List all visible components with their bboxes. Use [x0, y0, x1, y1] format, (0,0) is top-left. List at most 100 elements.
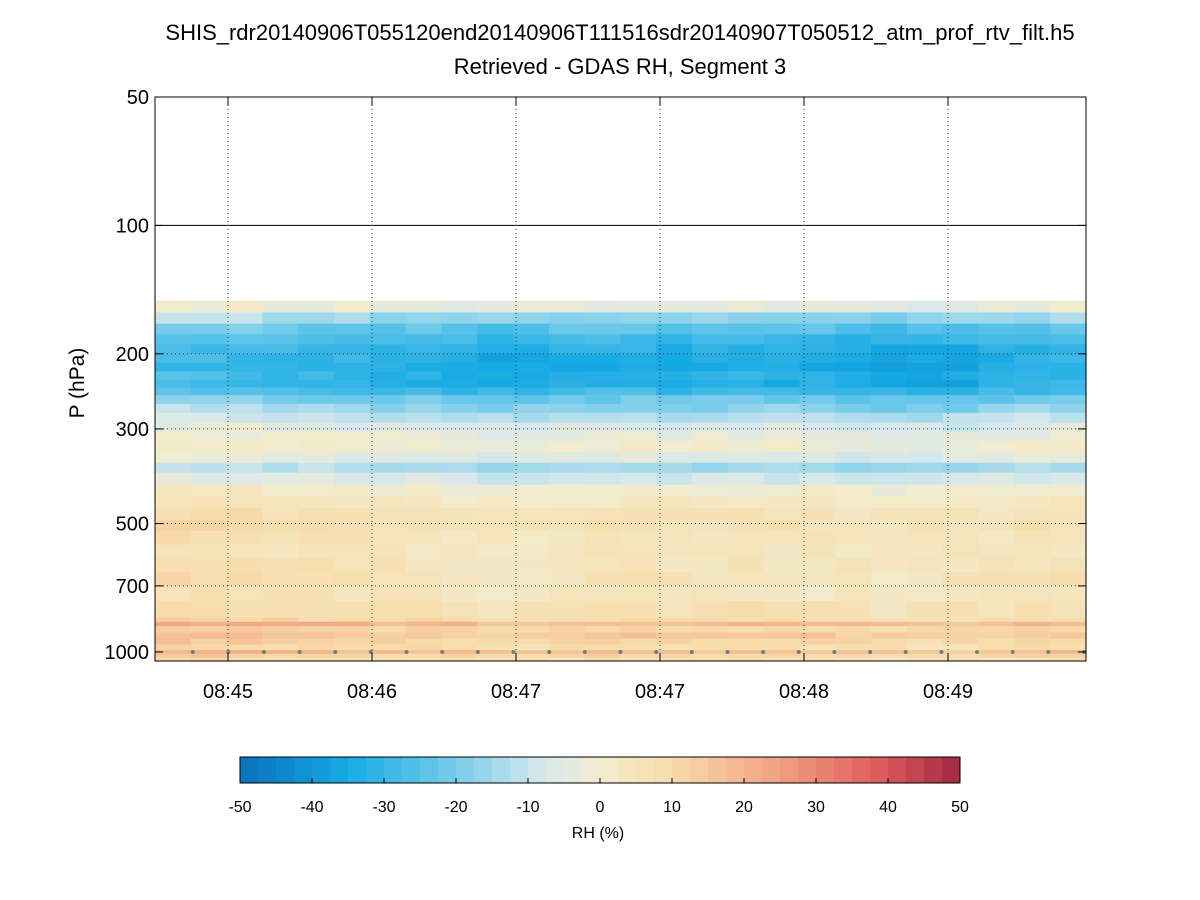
heatmap-cell	[763, 572, 801, 587]
heatmap-cell	[835, 572, 872, 587]
heatmap-cell	[763, 585, 801, 602]
heatmap-cell	[942, 530, 980, 546]
heatmap-cell	[262, 371, 299, 381]
heatmap-cell	[692, 657, 729, 662]
heatmap-cell	[441, 544, 478, 558]
heatmap-cell	[656, 300, 693, 314]
heatmap-cell	[871, 452, 908, 464]
heatmap-cell	[369, 638, 407, 645]
colorbar-cell	[276, 757, 295, 783]
heatmap-cell	[262, 572, 299, 587]
heatmap-cell	[155, 601, 192, 619]
colorbar-cell	[834, 757, 853, 783]
heatmap-cell	[1014, 530, 1051, 546]
heatmap-cell	[513, 495, 550, 509]
heatmap-cell	[441, 626, 478, 634]
heatmap-cell	[906, 300, 944, 314]
heatmap-cell	[942, 422, 980, 433]
colorbar-cell	[402, 757, 421, 783]
heatmap-cell	[369, 530, 407, 546]
heatmap-cell	[298, 452, 335, 464]
heatmap-cell	[1014, 472, 1051, 486]
heatmap-cell	[334, 617, 371, 623]
heatmap-cell	[656, 353, 693, 364]
heatmap-cell	[942, 519, 980, 532]
heatmap-cell	[262, 312, 299, 325]
heatmap-cell	[262, 412, 299, 424]
heatmap-cell	[871, 650, 908, 655]
heatmap-cell	[226, 344, 264, 355]
heatmap-cell	[405, 300, 443, 314]
heatmap-cell	[871, 323, 908, 335]
heatmap-cell	[727, 530, 765, 546]
heatmap-cell	[298, 508, 335, 521]
heatmap-cell	[942, 431, 980, 442]
heatmap-cell	[1014, 362, 1051, 373]
heatmap-cell	[226, 462, 264, 474]
heatmap-cell	[727, 650, 765, 655]
heatmap-cell	[477, 621, 514, 627]
heatmap-cell	[978, 412, 1015, 424]
heatmap-cell	[298, 572, 335, 587]
surface-marker	[511, 650, 516, 654]
heatmap-cell	[477, 323, 514, 335]
heatmap-cell	[871, 484, 908, 497]
heatmap-cell	[978, 557, 1015, 573]
heatmap-cell	[190, 650, 228, 655]
heatmap-cell	[477, 519, 514, 532]
heatmap-cell	[334, 644, 371, 651]
heatmap-cell	[942, 632, 980, 640]
heatmap-cell	[441, 440, 478, 453]
heatmap-cell	[405, 452, 443, 464]
colorbar-tick-label: 50	[951, 799, 969, 816]
heatmap-cell	[763, 495, 801, 509]
heatmap-cell	[441, 621, 478, 627]
heatmap-cell	[548, 344, 586, 355]
heatmap-cell	[942, 323, 980, 335]
heatmap-cell	[656, 495, 693, 509]
heatmap-cell	[155, 653, 192, 659]
heatmap-cell	[298, 323, 335, 335]
heatmap-cell	[548, 519, 586, 532]
heatmap-cell	[513, 422, 550, 433]
chart-title-filename: SHIS_rdr20140906T055120end20140906T11151…	[165, 20, 1075, 45]
heatmap-cell	[369, 387, 407, 396]
heatmap-cell	[262, 530, 299, 546]
heatmap-cell	[692, 530, 729, 546]
surface-marker	[190, 650, 195, 654]
heatmap-cell	[978, 644, 1015, 651]
heatmap-cell	[799, 440, 836, 453]
heatmap-cell	[620, 312, 657, 325]
heatmap-cell	[155, 650, 192, 655]
heatmap-cell	[298, 653, 335, 659]
heatmap-cell	[871, 495, 908, 509]
heatmap-cell	[405, 484, 443, 497]
heatmap-cell	[548, 334, 586, 345]
heatmap-cell	[155, 495, 192, 509]
heatmap-cell	[190, 617, 228, 623]
heatmap-cell	[298, 601, 335, 619]
heatmap-cell	[799, 431, 836, 442]
heatmap-cell	[906, 626, 944, 634]
heatmap-cell	[513, 530, 550, 546]
heatmap-cell	[298, 585, 335, 602]
heatmap-cell	[584, 626, 622, 634]
heatmap-cell	[584, 403, 622, 414]
heatmap-cell	[727, 544, 765, 558]
heatmap-cell	[441, 403, 478, 414]
heatmap-cell	[441, 362, 478, 373]
heatmap-cell	[799, 300, 836, 314]
heatmap-cell	[978, 462, 1015, 474]
heatmap-cell	[656, 431, 693, 442]
x-axis-ticks: 08:45 08:46 08:47 08:47 08:48 08:49	[203, 97, 973, 703]
heatmap-cell	[692, 644, 729, 651]
colorbar-cell	[366, 757, 385, 783]
heatmap-cell	[978, 544, 1015, 558]
colorbar-cell	[870, 757, 889, 783]
heatmap-cell	[692, 462, 729, 474]
colorbar-cell	[564, 757, 583, 783]
heatmap-cell	[727, 395, 765, 405]
heatmap-cell	[477, 557, 514, 573]
surface-marker	[297, 650, 302, 654]
heatmap-cell	[978, 650, 1015, 655]
